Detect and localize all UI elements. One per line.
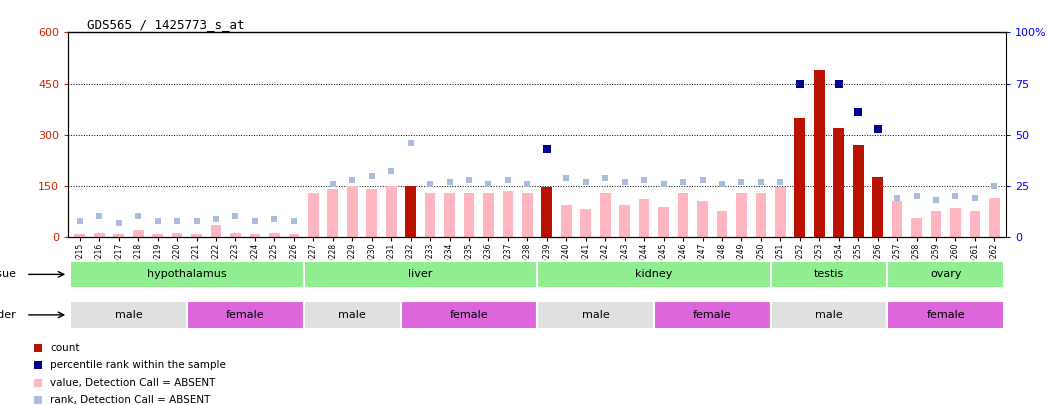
Text: female: female xyxy=(926,310,965,320)
Bar xyxy=(658,207,669,237)
Text: male: male xyxy=(114,310,143,320)
Bar xyxy=(794,117,805,237)
Bar xyxy=(401,301,537,328)
Bar xyxy=(187,301,304,328)
Text: male: male xyxy=(582,310,609,320)
Text: testis: testis xyxy=(814,269,844,279)
Bar xyxy=(770,301,888,328)
Bar xyxy=(386,186,396,237)
Bar xyxy=(113,234,124,237)
Bar xyxy=(888,301,1004,328)
Bar xyxy=(406,186,416,237)
Text: male: male xyxy=(339,310,366,320)
Bar xyxy=(367,189,377,237)
Bar xyxy=(172,233,182,237)
Text: value, Detection Call = ABSENT: value, Detection Call = ABSENT xyxy=(50,378,215,388)
Bar xyxy=(304,261,537,288)
Bar xyxy=(424,193,435,237)
Bar xyxy=(191,234,202,237)
Text: rank, Detection Call = ABSENT: rank, Detection Call = ABSENT xyxy=(50,395,211,405)
Bar xyxy=(288,234,300,237)
Text: GDS565 / 1425773_s_at: GDS565 / 1425773_s_at xyxy=(87,18,244,31)
Bar xyxy=(94,233,105,237)
Text: liver: liver xyxy=(408,269,433,279)
Bar xyxy=(542,188,552,237)
Bar xyxy=(152,234,163,237)
Bar xyxy=(736,193,747,237)
Bar xyxy=(304,301,401,328)
Bar xyxy=(537,261,770,288)
Bar xyxy=(581,209,591,237)
Bar xyxy=(911,218,922,237)
Bar xyxy=(814,70,825,237)
Text: percentile rank within the sample: percentile rank within the sample xyxy=(50,360,225,371)
Bar xyxy=(892,201,902,237)
Bar xyxy=(639,199,650,237)
Bar xyxy=(70,261,304,288)
Bar xyxy=(269,233,280,237)
Bar xyxy=(697,201,707,237)
Bar xyxy=(347,186,357,237)
Bar xyxy=(74,234,85,237)
Bar xyxy=(678,193,689,237)
Bar xyxy=(503,191,514,237)
Text: kidney: kidney xyxy=(635,269,673,279)
Bar xyxy=(522,193,532,237)
Bar xyxy=(888,261,1004,288)
Bar xyxy=(931,211,941,237)
Bar xyxy=(231,233,241,237)
Bar xyxy=(756,193,766,237)
Text: female: female xyxy=(693,310,732,320)
Text: hypothalamus: hypothalamus xyxy=(147,269,226,279)
Text: gender: gender xyxy=(0,310,17,320)
Bar xyxy=(770,261,888,288)
Bar xyxy=(951,208,961,237)
Bar xyxy=(969,211,980,237)
Bar xyxy=(483,193,494,237)
Text: female: female xyxy=(450,310,488,320)
Bar xyxy=(561,205,571,237)
Bar xyxy=(70,301,187,328)
Bar xyxy=(133,230,144,237)
Bar xyxy=(872,177,883,237)
Text: count: count xyxy=(50,343,80,353)
Bar xyxy=(654,301,770,328)
Bar xyxy=(717,211,727,237)
Text: ovary: ovary xyxy=(930,269,961,279)
Bar xyxy=(211,225,221,237)
Bar xyxy=(774,188,786,237)
Bar xyxy=(619,205,630,237)
Bar xyxy=(463,193,475,237)
Bar xyxy=(833,128,844,237)
Bar xyxy=(537,301,654,328)
Text: tissue: tissue xyxy=(0,269,17,279)
Bar xyxy=(308,193,319,237)
Bar xyxy=(989,198,1000,237)
Bar xyxy=(599,193,611,237)
Bar xyxy=(853,145,864,237)
Bar xyxy=(444,193,455,237)
Text: female: female xyxy=(226,310,264,320)
Text: male: male xyxy=(815,310,843,320)
Bar xyxy=(327,188,339,237)
Bar xyxy=(249,234,260,237)
